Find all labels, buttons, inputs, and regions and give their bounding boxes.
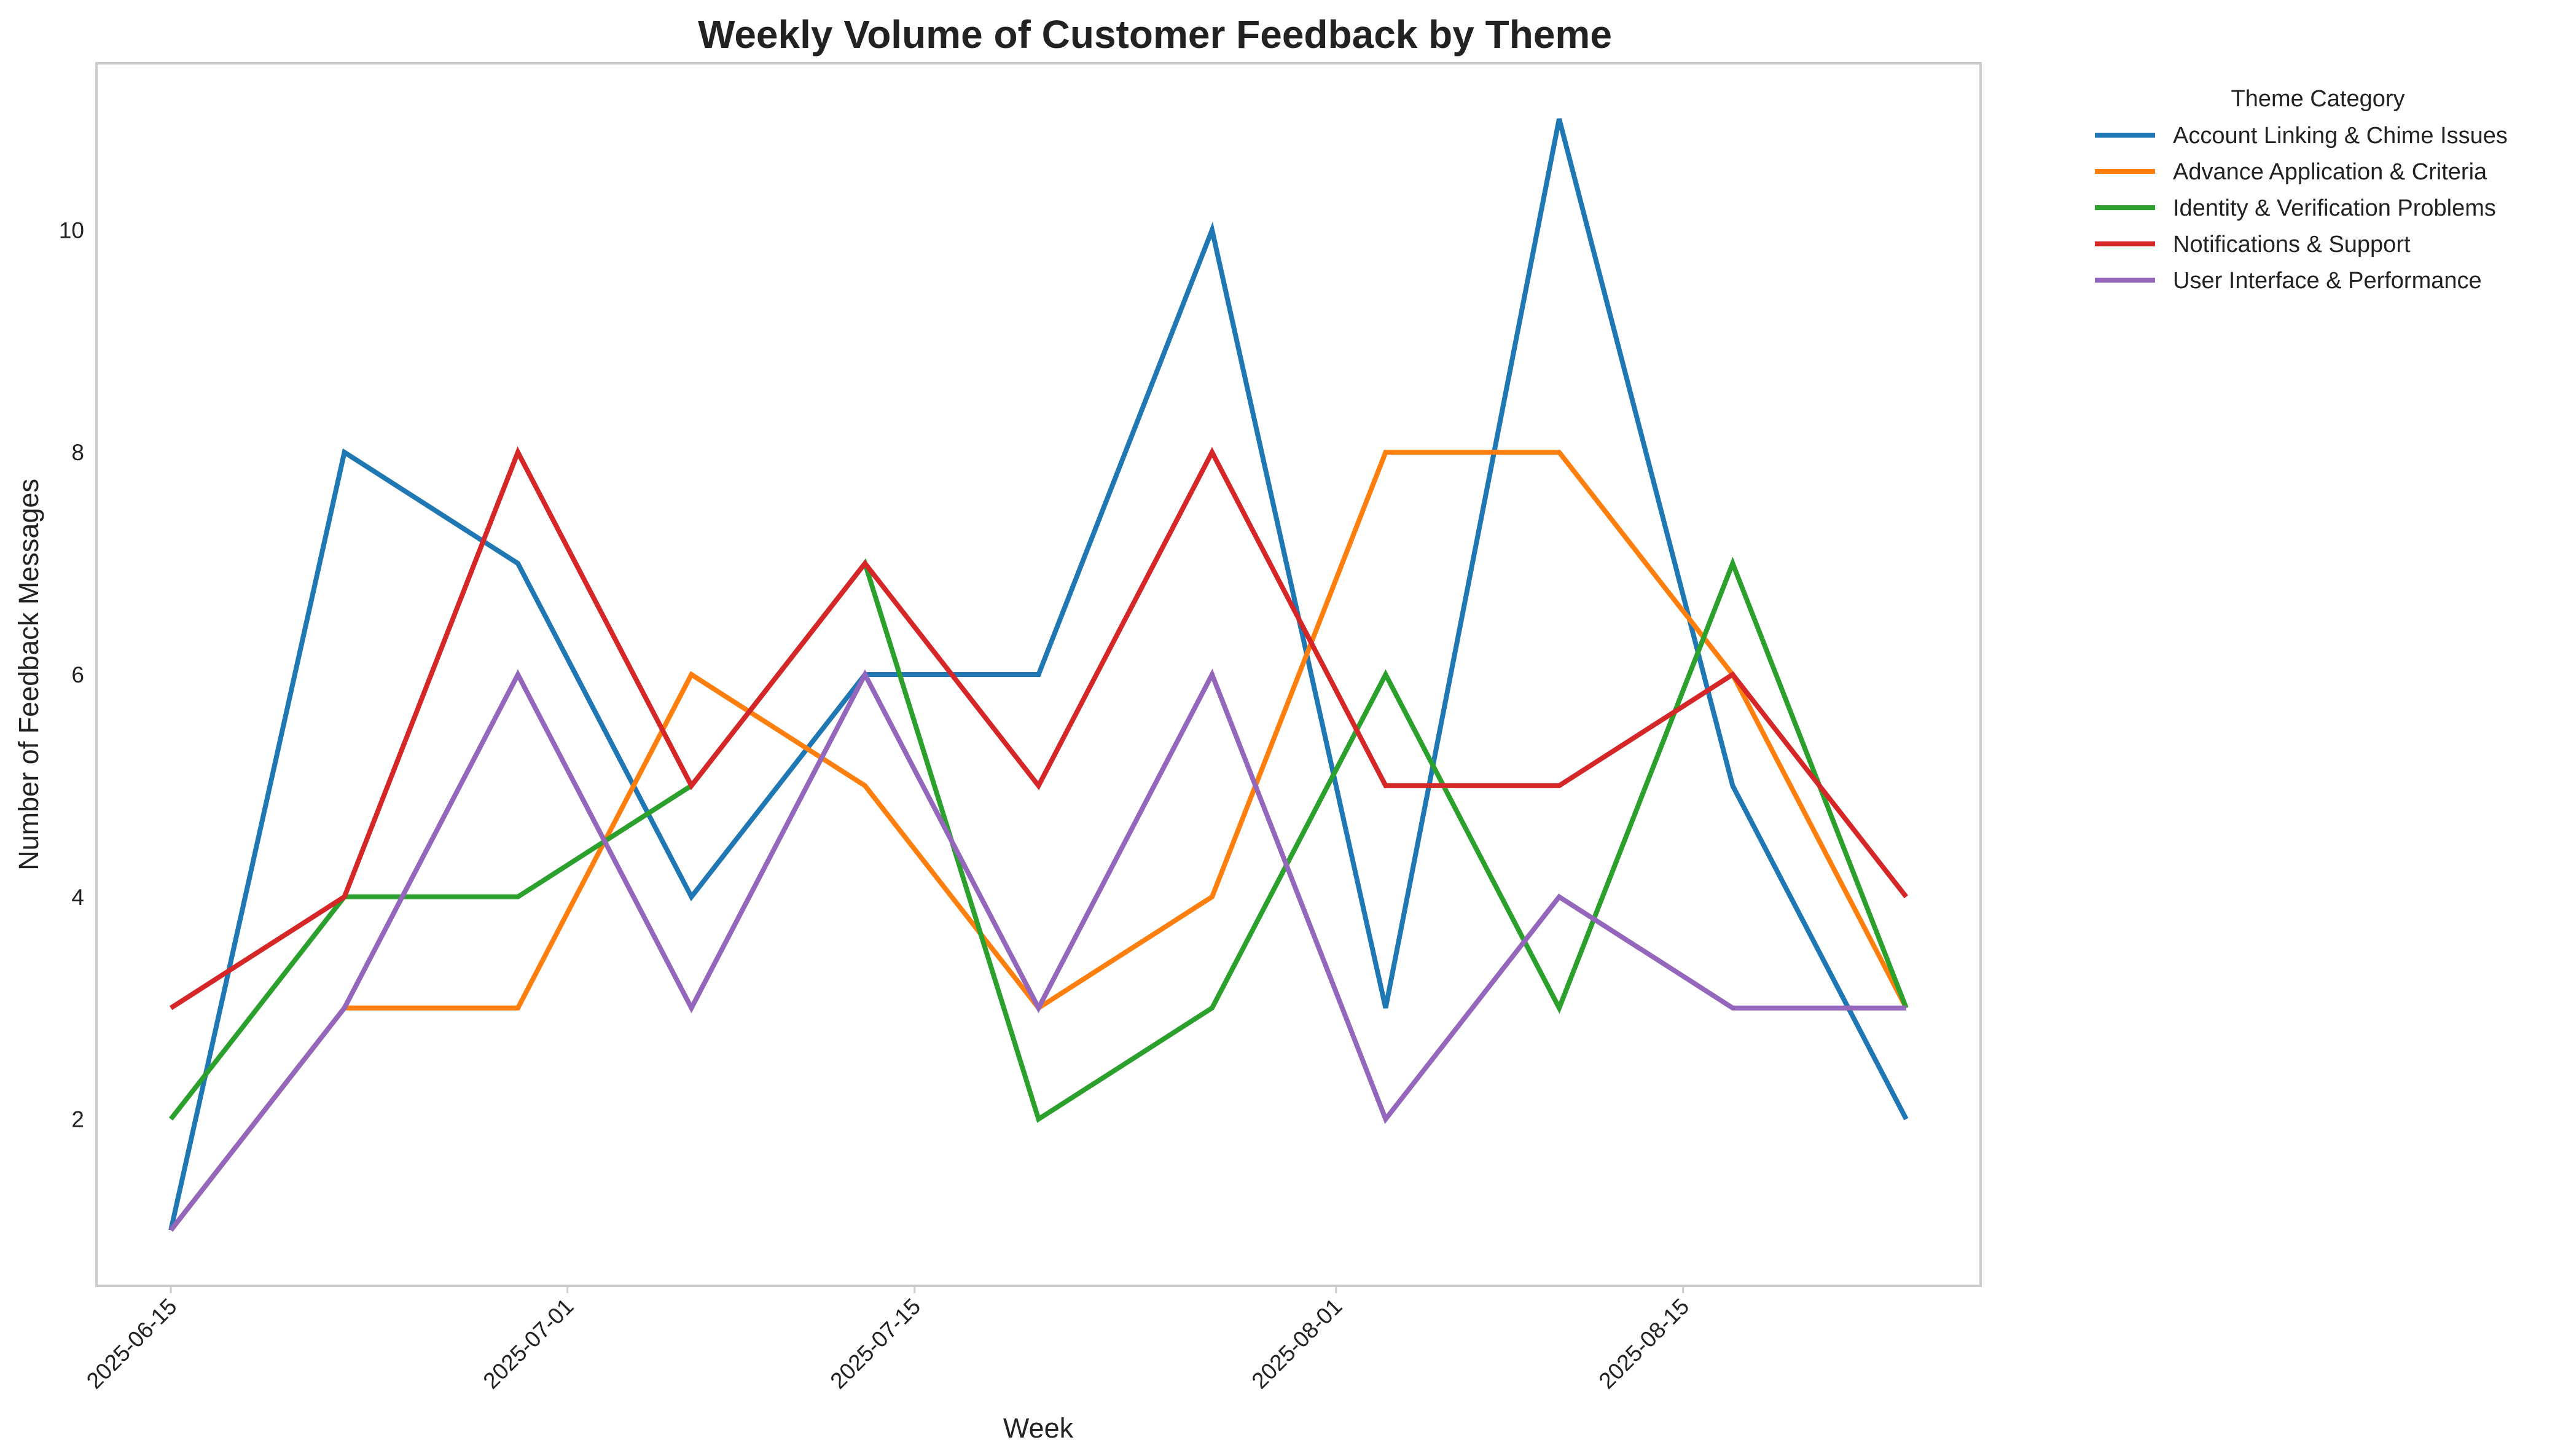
series-line-4 — [169, 446, 1909, 1011]
series-layer — [168, 118, 1909, 1232]
y-tick-label: 10 — [59, 217, 84, 243]
legend-label-2: Advance Application & Criteria — [2173, 159, 2487, 185]
legend-label-5: User Interface & Performance — [2173, 268, 2482, 294]
plot-frame — [95, 62, 1982, 1287]
legend-title: Theme Category — [2231, 86, 2404, 112]
series-line-3 — [168, 557, 1909, 1123]
y-tick-label: 6 — [71, 662, 84, 687]
x-tick-label: 2025-08-01 — [1247, 1294, 1347, 1394]
y-axis-label: Number of Feedback Messages — [13, 479, 44, 871]
legend-label-1: Account Linking & Chime Issues — [2173, 123, 2508, 149]
series-line-1 — [168, 118, 1909, 1231]
y-tick-label: 8 — [71, 440, 84, 465]
legend-label-3: Identity & Verification Problems — [2173, 195, 2496, 221]
y-tick-label: 2 — [71, 1107, 84, 1132]
legend-label-4: Notifications & Support — [2173, 232, 2411, 257]
chart-title: Weekly Volume of Customer Feedback by Th… — [698, 12, 1612, 57]
x-axis-ticks: 2025-06-15 2025-07-01 2025-07-15 2025-08-01… — [82, 1286, 1694, 1393]
y-tick-label: 4 — [71, 885, 84, 910]
x-tick-label: 2025-07-01 — [479, 1294, 579, 1394]
x-tick-label: 2025-08-15 — [1594, 1294, 1694, 1394]
x-axis-label: Week — [1003, 1412, 1074, 1444]
legend: Theme Category Account Linking & Chime I… — [2095, 86, 2508, 294]
y-axis-ticks: 2 4 6 8 10 — [59, 217, 84, 1132]
x-tick-label: 2025-07-15 — [826, 1294, 926, 1394]
x-tick-label: 2025-06-15 — [82, 1294, 182, 1394]
series-line-5 — [168, 668, 1906, 1232]
